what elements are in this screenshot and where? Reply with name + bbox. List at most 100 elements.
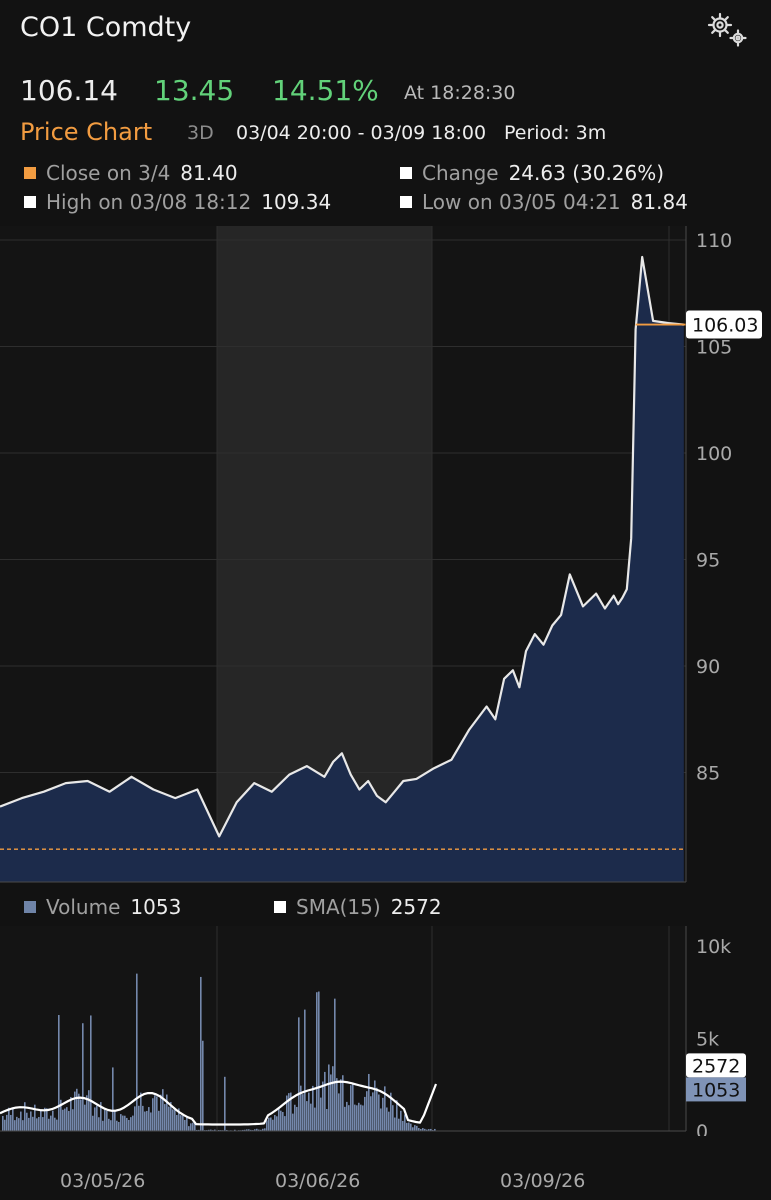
stat-high-label: High on 03/08 18:12 xyxy=(46,190,252,214)
volume-bar xyxy=(200,976,202,1131)
y-tick-label: 85 xyxy=(696,763,720,785)
volume-bar xyxy=(130,1117,132,1131)
volume-bar xyxy=(382,1097,384,1131)
volume-bar xyxy=(48,1118,50,1131)
volume-bar xyxy=(250,1129,252,1131)
stat-high: High on 03/08 18:12 109.34 xyxy=(24,190,331,214)
volume-bar xyxy=(94,1107,96,1131)
volume-bar xyxy=(354,1104,356,1131)
volume-bar xyxy=(394,1117,396,1131)
volume-bar xyxy=(30,1111,32,1131)
volume-bar xyxy=(332,1066,334,1131)
volume-bar xyxy=(174,1109,176,1131)
volume-bar xyxy=(318,991,320,1131)
volume-bar xyxy=(430,1128,432,1131)
volume-bar xyxy=(398,1118,400,1131)
volume-bar xyxy=(352,1084,354,1131)
volume-bar xyxy=(172,1109,174,1131)
volume-bar xyxy=(418,1128,420,1131)
x-tick-label: 03/06/26 xyxy=(275,1170,361,1192)
range-selector[interactable]: 3D xyxy=(187,122,214,144)
volume-bar xyxy=(100,1102,102,1131)
volume-bar xyxy=(270,1117,272,1131)
volume-bar xyxy=(10,1114,12,1131)
stat-change-value: 24.63 (30.26%) xyxy=(508,161,665,185)
volume-bar xyxy=(288,1093,290,1131)
volume-bar xyxy=(182,1115,184,1131)
stat-close-value: 81.40 xyxy=(180,161,238,185)
volume-bar xyxy=(118,1121,120,1131)
volume-chart[interactable]: 0 5k 10k 2572 1053 xyxy=(0,926,771,1136)
volume-bar xyxy=(50,1115,52,1131)
volume-bar xyxy=(286,1095,288,1131)
high-swatch xyxy=(24,196,36,208)
volume-bar xyxy=(14,1120,16,1131)
volume-bar xyxy=(132,1115,134,1131)
volume-bar xyxy=(26,1112,28,1131)
volume-bar xyxy=(322,1081,324,1131)
volume-bar xyxy=(338,1093,340,1131)
price-chart[interactable]: 85 90 95 100 105 110 106.03 xyxy=(0,226,771,886)
volume-bar xyxy=(420,1128,422,1131)
volume-bar xyxy=(8,1107,10,1131)
volume-bar xyxy=(304,1009,306,1131)
volume-bar xyxy=(122,1115,124,1131)
volume-bar xyxy=(424,1128,426,1131)
volume-tag: 1053 xyxy=(686,1077,746,1102)
volume-bar xyxy=(290,1092,292,1131)
volume-bar xyxy=(328,1064,330,1131)
volume-tag-label: 1053 xyxy=(692,1079,740,1101)
volume-bar xyxy=(46,1108,48,1131)
volume-bar xyxy=(152,1098,154,1131)
volume-bar xyxy=(80,1099,82,1131)
volume-bar xyxy=(24,1102,26,1131)
volume-bar xyxy=(68,1110,70,1131)
volume-bar xyxy=(16,1116,18,1131)
gear-icon[interactable] xyxy=(704,10,750,48)
volume-bar xyxy=(90,1015,92,1131)
sma-tag-label: 2572 xyxy=(692,1055,740,1077)
volume-bar xyxy=(78,1093,80,1131)
stat-close: Close on 3/4 81.40 xyxy=(24,161,238,185)
volume-bar xyxy=(4,1119,6,1131)
volume-bar xyxy=(408,1122,410,1131)
volume-bar xyxy=(20,1111,22,1131)
volume-bar xyxy=(310,1103,312,1131)
volume-bar xyxy=(150,1112,152,1131)
volume-bar xyxy=(62,1109,64,1131)
volume-bar xyxy=(346,1101,348,1131)
volume-bar xyxy=(86,1095,88,1131)
volume-bar xyxy=(344,1106,346,1131)
volume-bar xyxy=(38,1116,40,1131)
volume-bar xyxy=(98,1117,100,1131)
volume-bar xyxy=(72,1109,74,1131)
price-change: 13.45 xyxy=(154,74,235,107)
volume-bar xyxy=(186,1117,188,1131)
y-tick-label: 100 xyxy=(696,443,732,465)
volume-bar xyxy=(368,1073,370,1131)
period-label[interactable]: Period: 3m xyxy=(504,122,607,144)
low-swatch xyxy=(400,196,412,208)
volume-bar xyxy=(188,1126,190,1131)
volume-bar xyxy=(348,1105,350,1131)
stat-low-value: 81.84 xyxy=(630,190,688,214)
volume-bar xyxy=(410,1123,412,1131)
volume-bar xyxy=(28,1117,30,1131)
volume-bar xyxy=(342,1075,344,1131)
volume-bar xyxy=(214,1129,216,1131)
page-title: CO1 Comdty xyxy=(20,12,192,43)
x-tick-label: 03/05/26 xyxy=(60,1170,146,1192)
volume-bar xyxy=(96,1105,98,1131)
volume-bar xyxy=(6,1114,8,1131)
volume-bar xyxy=(120,1114,122,1131)
volume-bar xyxy=(42,1117,44,1131)
volume-bar xyxy=(320,1097,322,1131)
date-range: 03/04 20:00 - 03/09 18:00 xyxy=(236,122,487,144)
volume-bar xyxy=(302,1094,304,1131)
stat-close-label: Close on 3/4 xyxy=(46,161,171,185)
volume-bar xyxy=(176,1115,178,1131)
stat-low-label: Low on 03/05 04:21 xyxy=(422,190,621,214)
volume-bar xyxy=(134,1106,136,1131)
volume-bar xyxy=(242,1129,244,1131)
y-tick-label: 90 xyxy=(696,656,720,678)
